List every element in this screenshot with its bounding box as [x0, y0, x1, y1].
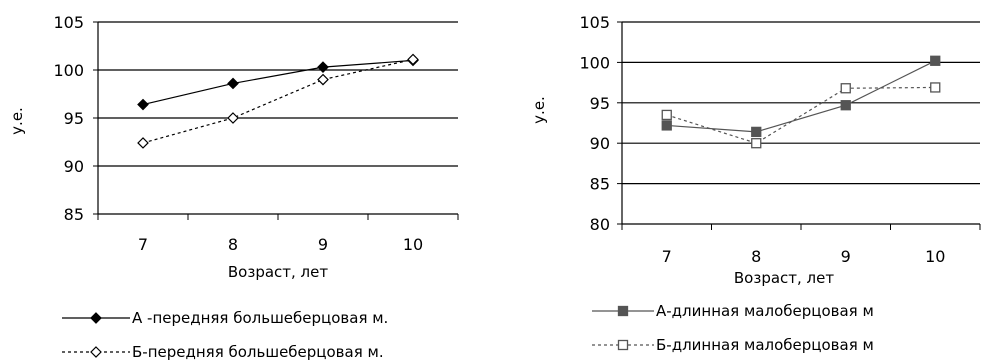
x-tick-labels: 7 8 9 10 — [138, 235, 423, 254]
data-point — [227, 112, 239, 124]
data-point — [661, 120, 672, 131]
series-line-a — [666, 60, 936, 133]
chart-left: 85 90 95 100 105 7 8 9 10 у.е. Возраст, лет А -… — [8, 13, 459, 361]
legend: А-длинная малоберцовая м Б-длинная малобе… — [592, 302, 874, 354]
x-axis-label: Возраст, лет — [734, 269, 834, 287]
series-line-a — [142, 59, 414, 106]
y-tick-label: 90 — [64, 157, 84, 176]
y-tick-label: 95 — [64, 109, 84, 128]
x-tick-label: 10 — [403, 235, 423, 254]
data-point — [317, 73, 329, 86]
y-axis-label: у.е. — [530, 96, 548, 124]
legend: А -передняя большеберцовая м. Б-передняя … — [62, 309, 388, 361]
y-tick-label: 85 — [64, 205, 84, 224]
chart-right: 80 85 90 95 100 105 7 8 9 10 у.е. Возраст, лет А… — [530, 13, 981, 354]
y-tick-labels: 85 90 95 100 105 — [53, 13, 84, 224]
legend-marker — [617, 339, 629, 351]
data-point — [751, 138, 762, 149]
data-point — [137, 98, 149, 111]
x-tick-label: 9 — [318, 235, 328, 254]
series-line-b — [142, 58, 414, 144]
y-tick-labels: 80 85 90 95 100 105 — [579, 13, 610, 234]
series-line-b — [666, 86, 936, 144]
data-point — [137, 137, 149, 149]
data-point — [840, 100, 851, 111]
legend-label: А-длинная малоберцовая м — [656, 302, 874, 320]
y-tick-label: 105 — [579, 13, 610, 32]
y-tick-label: 95 — [590, 94, 610, 113]
data-point — [930, 82, 941, 93]
legend-label: Б-длинная малоберцовая м — [656, 336, 874, 354]
data-point — [317, 61, 329, 73]
x-tick-label: 8 — [751, 247, 761, 266]
y-tick-label: 80 — [590, 215, 610, 234]
x-tick-label: 8 — [228, 235, 238, 254]
x-tick-label: 10 — [925, 247, 945, 266]
y-tick-label: 100 — [579, 53, 610, 72]
series-lines — [137, 53, 419, 149]
data-point — [227, 77, 239, 90]
x-tick-labels: 7 8 9 10 — [662, 247, 946, 266]
data-point — [930, 55, 941, 66]
x-axis-label: Возраст, лет — [228, 263, 328, 281]
grid-lines — [93, 21, 459, 220]
data-point — [840, 83, 851, 94]
data-point — [407, 53, 419, 66]
legend-label: Б-передняя большеберцовая м. — [132, 343, 384, 361]
legend-marker — [90, 346, 102, 358]
y-axis-label: у.е. — [8, 107, 26, 135]
x-tick-label: 7 — [662, 247, 672, 266]
y-tick-label: 90 — [590, 134, 610, 153]
x-tick-label: 7 — [138, 235, 148, 254]
y-tick-label: 85 — [590, 175, 610, 194]
series-lines — [661, 55, 941, 149]
data-point — [751, 126, 762, 138]
legend-marker — [617, 305, 629, 317]
data-point — [661, 109, 672, 121]
y-tick-label: 100 — [53, 61, 84, 80]
y-tick-label: 105 — [53, 13, 84, 32]
x-tick-label: 9 — [841, 247, 851, 266]
grid-lines — [617, 21, 981, 230]
legend-marker — [90, 312, 102, 324]
legend-label: А -передняя большеберцовая м. — [132, 309, 388, 327]
